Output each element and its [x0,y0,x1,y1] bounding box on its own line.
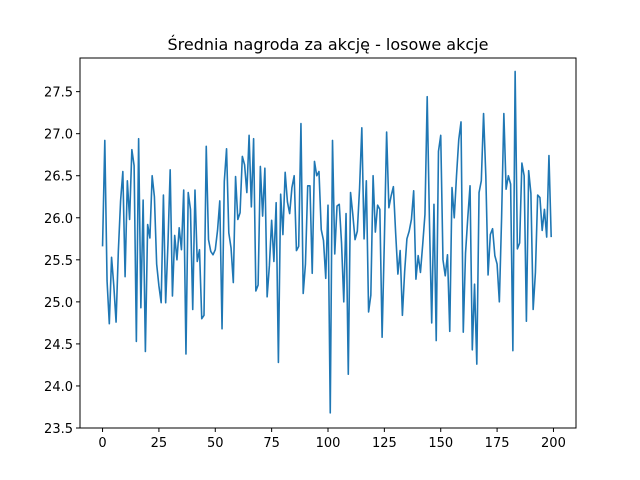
plot-area [101,70,552,414]
series-line-0 [101,70,552,414]
y-tick-label: 26.5 [44,170,73,185]
y-tick-label: 24.0 [44,380,73,395]
x-tick-label: 150 [428,436,453,451]
x-tick-label: 100 [316,436,341,451]
x-tick-label: 50 [207,436,224,451]
x-tick-label: 200 [541,436,566,451]
y-tick-label: 24.5 [44,338,73,353]
x-tick-label: 75 [263,436,280,451]
x-tick-label: 0 [98,436,106,451]
chart-title: Średnia nagroda za akcję - losowe akcje [168,35,489,54]
y-tick-label: 26.0 [44,212,73,227]
x-tick-label: 25 [151,436,168,451]
y-tick-label: 27.0 [44,128,73,143]
x-axis: 0 25 50 75 100 125 150 175 200 [98,428,566,451]
y-tick-label: 27.5 [44,86,73,101]
y-tick-label: 23.5 [44,422,73,437]
y-tick-label: 25.0 [44,296,73,311]
x-tick-label: 125 [372,436,397,451]
y-axis: 23.5 24.0 24.5 25.0 25.5 26.0 26.5 27.0 27.5 [44,86,80,437]
x-tick-label: 175 [485,436,510,451]
y-tick-label: 25.5 [44,254,73,269]
